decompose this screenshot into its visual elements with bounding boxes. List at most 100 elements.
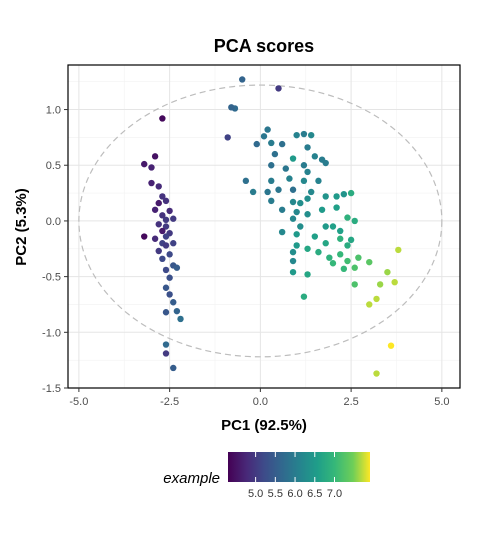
data-point [373, 295, 380, 303]
x-tick-label: -2.5 [160, 396, 179, 408]
data-point [170, 299, 177, 306]
data-point [151, 206, 159, 213]
data-point [304, 168, 311, 176]
data-point [322, 193, 329, 200]
data-point [304, 211, 311, 218]
x-axis-label: PC1 (92.5%) [221, 417, 307, 434]
data-point [340, 265, 348, 273]
data-point [337, 235, 344, 242]
data-point [166, 291, 173, 298]
colorbar [228, 452, 370, 482]
legend-tick-label: 5.0 [248, 488, 263, 500]
data-point [355, 254, 362, 261]
data-point [162, 216, 170, 224]
data-point [289, 186, 297, 193]
data-point [340, 191, 348, 198]
data-point [162, 223, 170, 230]
data-point [155, 221, 162, 228]
data-point [162, 266, 170, 274]
data-point [224, 134, 231, 141]
data-point [297, 223, 304, 230]
data-point [155, 247, 162, 255]
legend-ticks: 5.0 5.5 6.0 6.5 7.0 [248, 452, 342, 500]
data-point [300, 130, 308, 138]
plot-border [67, 64, 461, 389]
y-tick-label: -1.5 [42, 383, 61, 395]
data-point [289, 248, 297, 256]
data-point [337, 227, 344, 235]
data-point [289, 215, 297, 222]
data-point [351, 281, 358, 288]
data-point [297, 199, 304, 207]
data-point [260, 133, 268, 140]
data-point [275, 85, 282, 92]
data-point [326, 254, 333, 261]
data-point [351, 264, 358, 271]
data-point [329, 260, 337, 267]
data-point [344, 214, 351, 221]
data-point [293, 242, 300, 249]
y-tick-label: 1.0 [46, 105, 61, 117]
data-point [162, 341, 170, 348]
data-point [264, 126, 271, 133]
data-point [384, 268, 391, 276]
data-point [311, 233, 319, 240]
data-point [289, 268, 297, 276]
data-point [148, 179, 155, 187]
data-point [151, 153, 159, 160]
data-point [289, 155, 297, 162]
data-point [162, 350, 170, 357]
data-point [170, 240, 177, 247]
data-point [322, 159, 329, 167]
data-point [293, 231, 300, 238]
legend-tick-label: 6.5 [307, 488, 322, 500]
data-point [239, 76, 246, 83]
data-point [148, 164, 155, 171]
data-point [228, 104, 235, 111]
data-point [268, 139, 275, 147]
data-point [293, 131, 300, 139]
data-point [249, 188, 257, 196]
data-point [304, 144, 311, 151]
data-point [329, 223, 337, 230]
data-point [162, 233, 170, 240]
legend-tick-label: 5.5 [268, 488, 283, 500]
data-point [289, 257, 297, 265]
data-point [300, 177, 308, 185]
data-point [347, 189, 355, 197]
data-point [337, 251, 344, 258]
data-point [162, 197, 170, 205]
data-point [347, 236, 355, 244]
y-tick-label: -0.5 [42, 272, 61, 284]
data-point [311, 153, 319, 160]
data-point [170, 215, 177, 222]
data-point [166, 251, 173, 258]
data-point [366, 301, 373, 308]
y-axis-label: PC2 (5.3%) [13, 188, 30, 266]
data-point [159, 227, 166, 235]
data-point [166, 274, 173, 281]
data-point [151, 235, 159, 242]
data-point [373, 370, 380, 377]
data-point [268, 162, 275, 169]
data-point [293, 208, 300, 216]
data-point [322, 240, 329, 247]
data-point [166, 207, 173, 215]
data-point [159, 212, 166, 219]
data-point [278, 206, 286, 213]
data-point [318, 206, 326, 213]
legend-tick-label: 7.0 [327, 488, 342, 500]
data-point [286, 175, 293, 182]
x-tick-label: -5.0 [69, 396, 88, 408]
data-point [159, 115, 166, 122]
color-legend: example 5.0 5.5 6.0 6.5 7.0 [163, 452, 370, 500]
data-point [155, 183, 162, 190]
data-point [300, 293, 308, 300]
x-tick-label: 5.0 [434, 396, 449, 408]
data-point [391, 278, 398, 286]
data-point [344, 257, 351, 265]
data-point [304, 195, 311, 202]
data-point [264, 188, 271, 196]
data-point [278, 140, 286, 148]
